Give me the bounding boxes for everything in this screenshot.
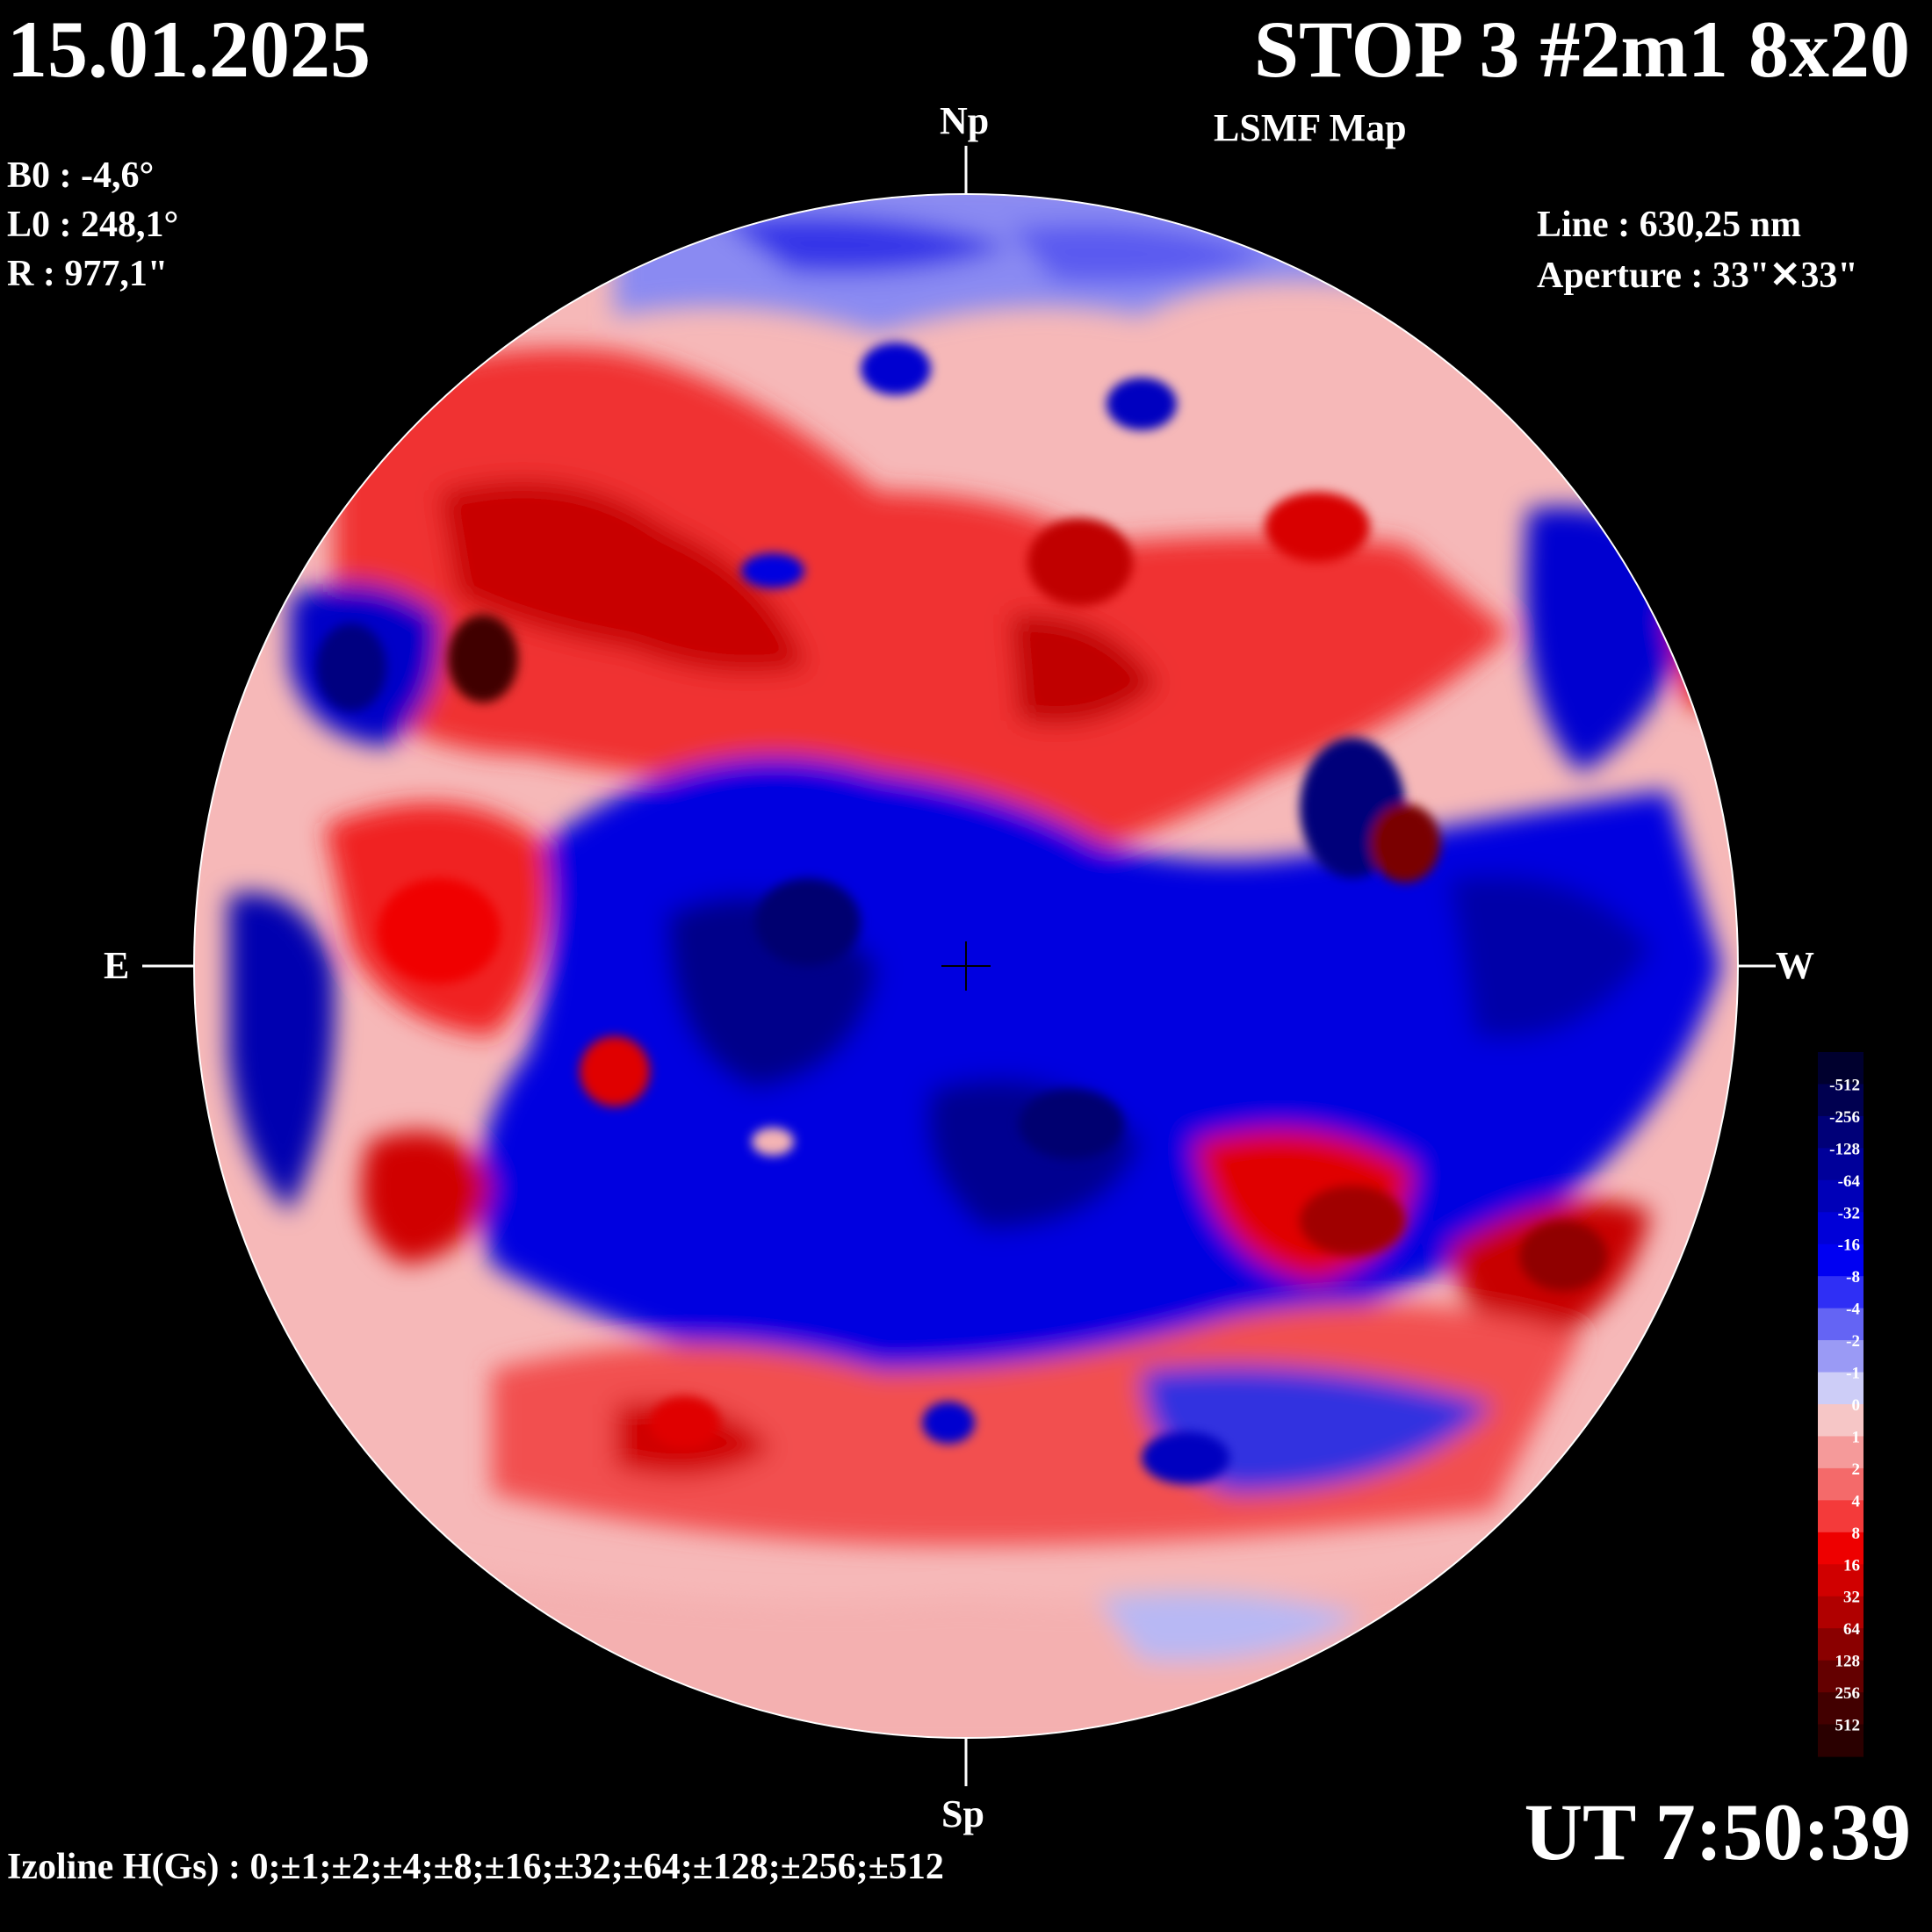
colorbar-swatch (1818, 1564, 1864, 1597)
colorbar-label: 256 (1835, 1684, 1861, 1703)
colorbar-label: 16 (1843, 1556, 1860, 1575)
colorbar-label: 32 (1843, 1589, 1860, 1607)
colorbar-legend: -512 -256 -128 -64 -32 -16 -8 -4 -2 -1 0 1 2 4 8 16 32 64… (1818, 1052, 1864, 1757)
colorbar-swatch (1818, 1308, 1864, 1341)
colorbar-label: -512 (1829, 1076, 1860, 1094)
colorbar-swatch (1818, 1500, 1864, 1533)
colorbar-swatch (1818, 1340, 1864, 1373)
l0-value: L0 : 248,1° (7, 205, 179, 245)
colorbar-label: -1 (1846, 1365, 1860, 1383)
colorbar-swatch (1818, 1467, 1864, 1501)
colorbar-swatch (1818, 1084, 1864, 1117)
east-label: E (104, 944, 130, 987)
colorbar-label: -32 (1838, 1204, 1860, 1222)
colorbar-swatch (1818, 1148, 1864, 1181)
ut-time: UT 7:50:39 (1524, 1787, 1911, 1877)
aperture-value: Aperture : 33"✕33" (1537, 256, 1858, 296)
colorbar-label: -2 (1846, 1332, 1860, 1351)
colorbar-label: -4 (1846, 1301, 1860, 1319)
colorbar-swatch (1818, 1596, 1864, 1629)
west-label: W (1776, 944, 1814, 987)
colorbar-label: 4 (1852, 1492, 1861, 1510)
spectral-line: Line : 630,25 nm (1537, 205, 1802, 245)
colorbar-label: -16 (1838, 1236, 1860, 1255)
colorbar-swatch (1818, 1179, 1864, 1213)
colorbar-label: 128 (1835, 1653, 1861, 1671)
map-subtitle: LSMF Map (1214, 106, 1407, 149)
colorbar-label: 64 (1843, 1620, 1861, 1639)
b0-value: B0 : -4,6° (7, 155, 155, 196)
colorbar-swatch (1818, 1276, 1864, 1309)
colorbar-label: 0 (1852, 1396, 1861, 1415)
colorbar-label: -64 (1838, 1172, 1861, 1191)
observation-date: 15.01.2025 (7, 4, 371, 94)
colorbar-label: -128 (1829, 1140, 1860, 1158)
colorbar-swatch (1818, 1115, 1864, 1149)
north-pole-label: Np (940, 99, 990, 142)
south-pole-label: Sp (941, 1792, 984, 1835)
colorbar-swatch (1818, 1628, 1864, 1662)
colorbar-swatch (1818, 1436, 1864, 1469)
colorbar-label: -8 (1846, 1268, 1860, 1287)
colorbar-label: 2 (1852, 1460, 1861, 1479)
colorbar-label: 8 (1852, 1525, 1861, 1543)
colorbar-label: -256 (1829, 1108, 1860, 1127)
colorbar-swatch (1818, 1404, 1864, 1438)
colorbar-swatch (1818, 1212, 1864, 1245)
map-title: STOP 3 #2m1 8x20 (1253, 4, 1910, 94)
radius-value: R : 977,1" (7, 254, 169, 294)
colorbar-label: 512 (1835, 1717, 1861, 1735)
colorbar-label: 1 (1852, 1428, 1861, 1446)
colorbar-swatch (1818, 1692, 1864, 1726)
colorbar-swatch (1818, 1244, 1864, 1277)
izoline-levels: Izoline H(Gs) : 0;±1;±2;±4;±8;±16;±32;±6… (7, 1847, 944, 1887)
colorbar-swatch (1818, 1724, 1864, 1757)
colorbar-swatch (1818, 1532, 1864, 1565)
colorbar-swatch (1818, 1372, 1864, 1405)
colorbar-swatch (1818, 1660, 1864, 1693)
colorbar-swatch (1818, 1052, 1864, 1085)
